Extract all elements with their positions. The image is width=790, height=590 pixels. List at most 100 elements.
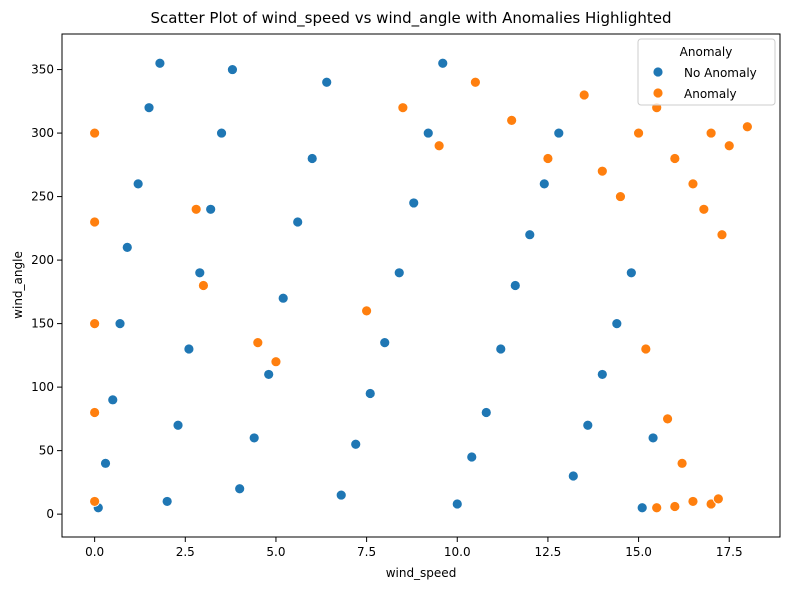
point-anomaly <box>190 203 202 215</box>
points-layer <box>89 57 753 514</box>
point-no-anomaly <box>379 337 391 349</box>
point-anomaly <box>705 127 717 139</box>
x-tick-label: 12.5 <box>535 545 562 559</box>
point-no-anomaly <box>451 498 463 510</box>
point-no-anomaly <box>205 203 217 215</box>
point-anomaly <box>705 498 717 510</box>
y-tick-label: 350 <box>31 63 54 77</box>
point-anomaly <box>198 280 209 291</box>
point-anomaly <box>687 496 699 507</box>
point-no-anomaly <box>100 457 111 469</box>
point-anomaly <box>723 140 735 152</box>
x-tick-label: 7.5 <box>357 545 376 559</box>
y-tick-label: 200 <box>31 253 54 267</box>
point-anomaly <box>433 140 445 152</box>
legend-marker-anomaly <box>652 87 664 99</box>
point-no-anomaly <box>553 127 565 139</box>
point-anomaly <box>89 127 101 139</box>
chart-title: Scatter Plot of wind_speed vs wind_angle… <box>151 9 672 28</box>
x-tick-label: 15.0 <box>625 545 652 559</box>
x-tick-label: 5.0 <box>266 545 285 559</box>
legend-box <box>637 38 776 106</box>
point-anomaly <box>669 501 681 512</box>
legend-title: Anomaly <box>680 45 733 59</box>
point-anomaly <box>651 502 663 514</box>
point-no-anomaly <box>306 153 318 164</box>
point-anomaly <box>89 407 101 418</box>
x-tick-label: 10.0 <box>444 545 471 559</box>
legend: Anomaly No Anomaly Anomaly <box>637 38 776 106</box>
point-anomaly <box>662 413 673 425</box>
point-no-anomaly <box>132 178 144 190</box>
x-tick-label: 0.0 <box>85 545 104 559</box>
point-no-anomaly <box>263 369 275 380</box>
point-no-anomaly <box>172 419 184 431</box>
point-no-anomaly <box>611 318 623 330</box>
point-no-anomaly <box>538 178 550 190</box>
point-no-anomaly <box>121 241 133 253</box>
point-no-anomaly <box>364 388 376 399</box>
point-anomaly <box>698 203 710 215</box>
point-no-anomaly <box>466 451 478 463</box>
point-no-anomaly <box>335 489 347 501</box>
point-no-anomaly <box>321 76 333 88</box>
legend-label-no-anomaly: No Anomaly <box>684 66 757 80</box>
point-anomaly <box>741 121 753 133</box>
point-anomaly <box>270 356 282 368</box>
point-no-anomaly <box>107 394 119 406</box>
point-anomaly <box>633 127 644 139</box>
point-no-anomaly <box>183 343 195 355</box>
legend-marker-no-anomaly <box>652 66 664 78</box>
point-no-anomaly <box>625 267 637 279</box>
legend-label-anomaly: Anomaly <box>684 87 737 101</box>
point-anomaly <box>397 102 409 114</box>
x-tick-label: 17.5 <box>716 545 743 559</box>
x-tick-label: 2.5 <box>176 545 195 559</box>
point-no-anomaly <box>227 64 238 75</box>
point-no-anomaly <box>393 267 405 279</box>
point-anomaly <box>596 165 608 177</box>
x-axis-ticks: 0.0 2.5 5.0 7.5 10.0 12.5 15.0 17.5 <box>85 537 743 559</box>
point-anomaly <box>252 337 264 349</box>
point-no-anomaly <box>143 102 155 114</box>
y-tick-label: 300 <box>31 126 54 140</box>
point-anomaly <box>676 457 688 469</box>
point-anomaly <box>578 89 590 101</box>
point-no-anomaly <box>422 127 434 139</box>
y-axis-ticks: 0 50 100 150 200 250 300 350 <box>31 63 62 521</box>
y-tick-label: 100 <box>31 380 54 394</box>
point-no-anomaly <box>234 483 246 495</box>
point-anomaly <box>669 153 681 164</box>
point-anomaly <box>469 76 481 88</box>
point-no-anomaly <box>437 57 449 69</box>
point-no-anomaly <box>408 197 420 209</box>
point-no-anomaly <box>495 343 507 355</box>
point-no-anomaly <box>596 369 608 380</box>
point-anomaly <box>615 191 626 202</box>
point-anomaly <box>687 178 699 190</box>
point-anomaly <box>716 229 728 241</box>
point-anomaly <box>506 114 518 126</box>
y-tick-label: 250 <box>31 190 54 204</box>
point-anomaly <box>640 343 652 355</box>
point-no-anomaly <box>509 280 521 291</box>
point-no-anomaly <box>524 229 536 241</box>
point-no-anomaly <box>350 438 362 450</box>
point-no-anomaly <box>154 57 166 69</box>
point-no-anomaly <box>567 470 579 482</box>
point-anomaly <box>542 153 554 164</box>
point-no-anomaly <box>161 496 173 507</box>
point-no-anomaly <box>647 432 659 444</box>
x-axis-label: wind_speed <box>386 566 457 580</box>
point-anomaly <box>89 318 101 330</box>
plot-frame <box>61 33 781 538</box>
y-axis-label: wind_angle <box>11 251 25 319</box>
point-no-anomaly <box>248 432 260 444</box>
y-tick-label: 0 <box>46 507 54 521</box>
point-no-anomaly <box>114 318 126 330</box>
y-tick-label: 50 <box>39 444 54 458</box>
point-no-anomaly <box>277 292 289 304</box>
point-no-anomaly <box>582 419 594 431</box>
point-anomaly <box>712 493 724 505</box>
